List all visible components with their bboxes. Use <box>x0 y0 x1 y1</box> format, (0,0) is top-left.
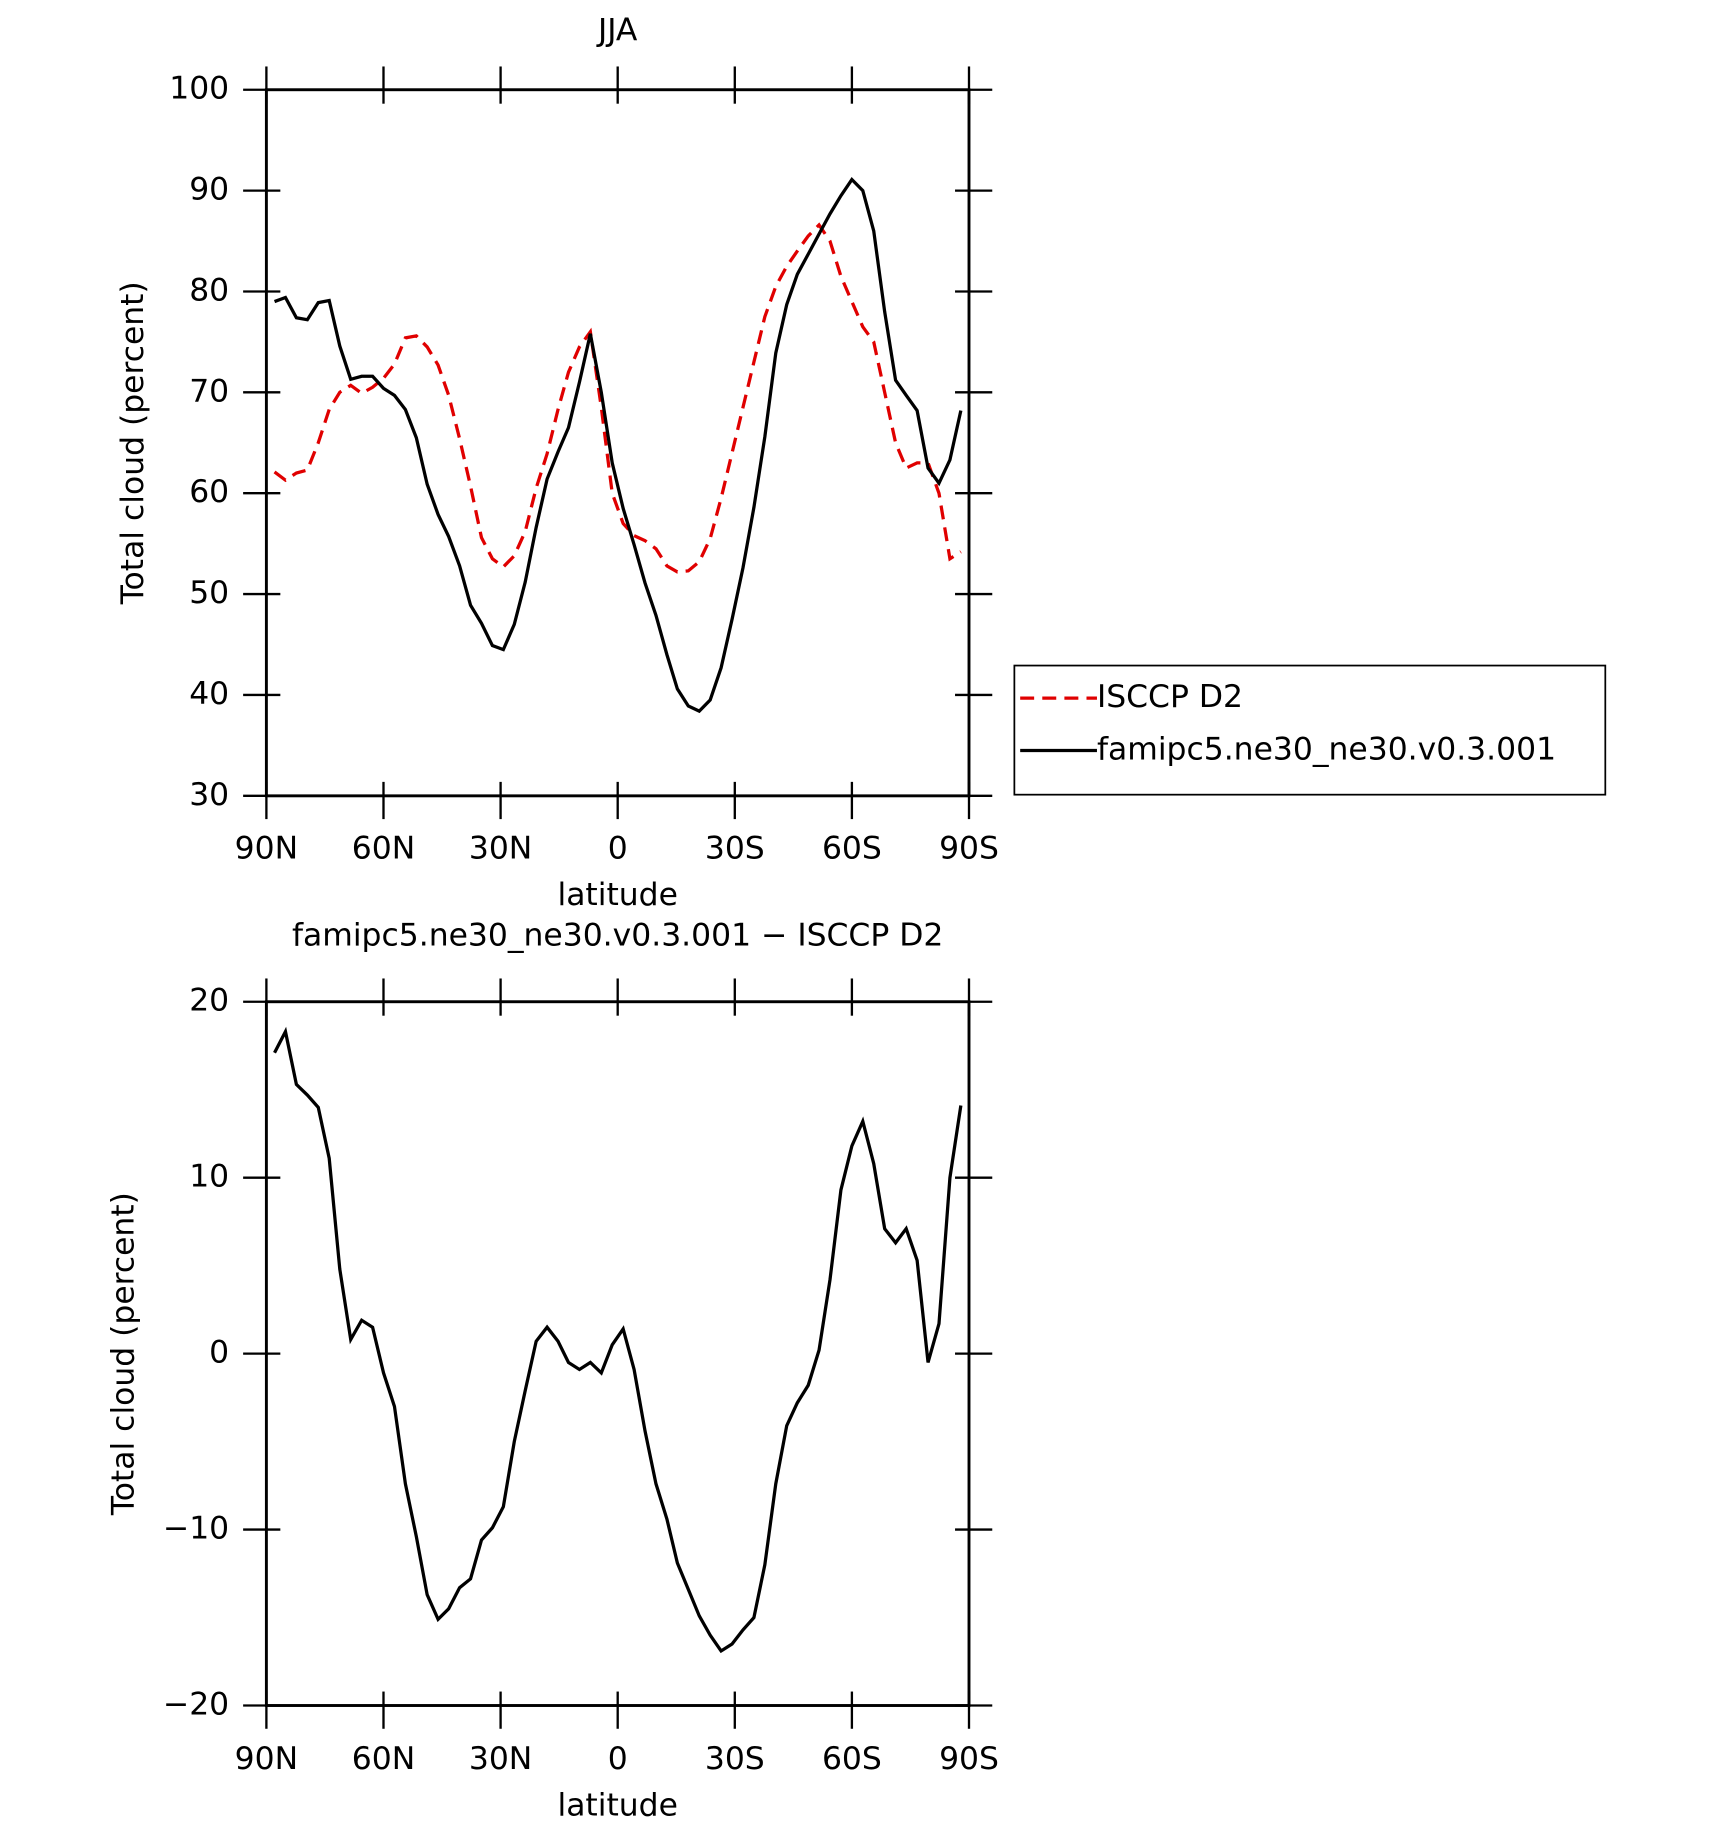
x-tick-label: 0 <box>608 830 628 866</box>
chart-title: JJA <box>596 13 638 49</box>
x-tick-label: 60N <box>352 1741 415 1777</box>
y-axis-label: Total cloud (percent) <box>115 281 151 605</box>
plot-frame <box>264 1000 971 1707</box>
data-line <box>273 176 963 714</box>
x-tick-label: 30N <box>469 1741 532 1777</box>
y-tick-label: −10 <box>163 1511 229 1547</box>
legend-label: famipc5.ne30_ne30.v0.3.001 <box>1097 731 1556 767</box>
y-tick-label: 10 <box>189 1159 229 1195</box>
x-tick-label: 60S <box>822 1741 882 1777</box>
x-tick-label: 90S <box>939 830 999 866</box>
y-tick-label: 20 <box>189 983 229 1019</box>
y-tick-label: 100 <box>169 71 229 107</box>
x-axis-label: latitude <box>557 877 677 913</box>
x-tick-label: 0 <box>608 1741 628 1777</box>
y-tick-label: 50 <box>189 575 229 611</box>
x-tick-label: 30S <box>705 1741 765 1777</box>
x-tick-label: 30N <box>469 830 532 866</box>
x-tick-label: 90N <box>235 1741 298 1777</box>
x-tick-label: 60S <box>822 830 882 866</box>
y-tick-label: 80 <box>189 272 229 308</box>
x-tick-label: 60N <box>352 830 415 866</box>
x-tick-label: 90N <box>235 830 298 866</box>
y-tick-label: 0 <box>209 1335 229 1371</box>
data-line <box>273 222 962 574</box>
legend: ISCCP D2 famipc5.ne30_ne30.v0.3.001 <box>1013 664 1607 796</box>
chart-title: famipc5.ne30_ne30.v0.3.001 − ISCCP D2 <box>292 918 943 954</box>
y-tick-label: 90 <box>189 172 229 208</box>
y-axis-label: Total cloud (percent) <box>105 1192 141 1516</box>
legend-label: ISCCP D2 <box>1097 679 1243 715</box>
y-tick-label: 40 <box>189 676 229 712</box>
y-tick-label: −20 <box>163 1687 229 1723</box>
legend-box <box>1013 664 1607 796</box>
x-tick-label: 30S <box>705 830 765 866</box>
plot-frame <box>264 88 971 798</box>
y-tick-label: 70 <box>189 373 229 409</box>
data-line <box>273 1026 963 1654</box>
y-tick-label: 60 <box>189 474 229 510</box>
y-tick-label: 30 <box>189 777 229 813</box>
x-tick-label: 90S <box>939 1741 999 1777</box>
x-axis-label: latitude <box>557 1788 677 1822</box>
